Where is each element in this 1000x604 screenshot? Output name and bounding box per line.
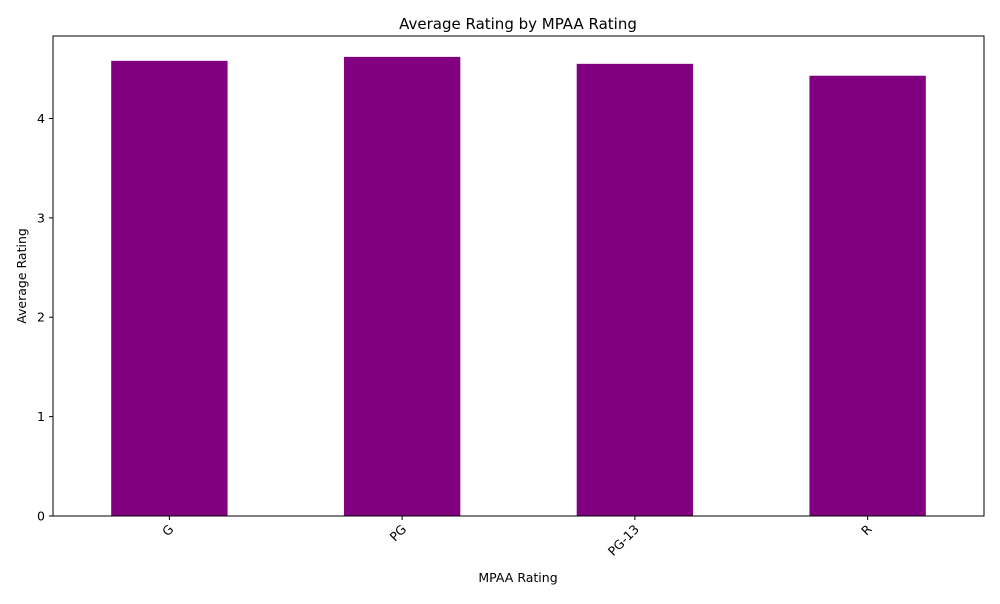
y-tick-label: 0 bbox=[37, 509, 45, 524]
chart-title: Average Rating by MPAA Rating bbox=[399, 15, 637, 33]
y-tick-label: 2 bbox=[37, 310, 45, 325]
y-tick-label: 3 bbox=[37, 210, 45, 225]
bar-g bbox=[111, 60, 228, 517]
plot-area-frame bbox=[52, 35, 985, 517]
x-tick-label: PG-13 bbox=[605, 522, 642, 559]
x-tick-label: G bbox=[159, 522, 176, 539]
y-tick-label: 4 bbox=[37, 111, 45, 126]
x-axis-label: MPAA Rating bbox=[478, 570, 557, 585]
x-tick-label: R bbox=[858, 521, 875, 538]
bar-pg-13 bbox=[576, 63, 694, 516]
bars-layer bbox=[111, 56, 926, 517]
y-axis-label: Average Rating bbox=[14, 228, 29, 324]
bar-pg bbox=[343, 56, 461, 517]
y-tick-label: 1 bbox=[37, 409, 45, 424]
x-axis-ticks: G PG PG-13 R bbox=[159, 516, 875, 559]
bar-r bbox=[809, 75, 926, 516]
y-axis-ticks: 0 1 2 3 4 bbox=[37, 111, 53, 524]
x-tick-label: PG bbox=[386, 522, 409, 545]
